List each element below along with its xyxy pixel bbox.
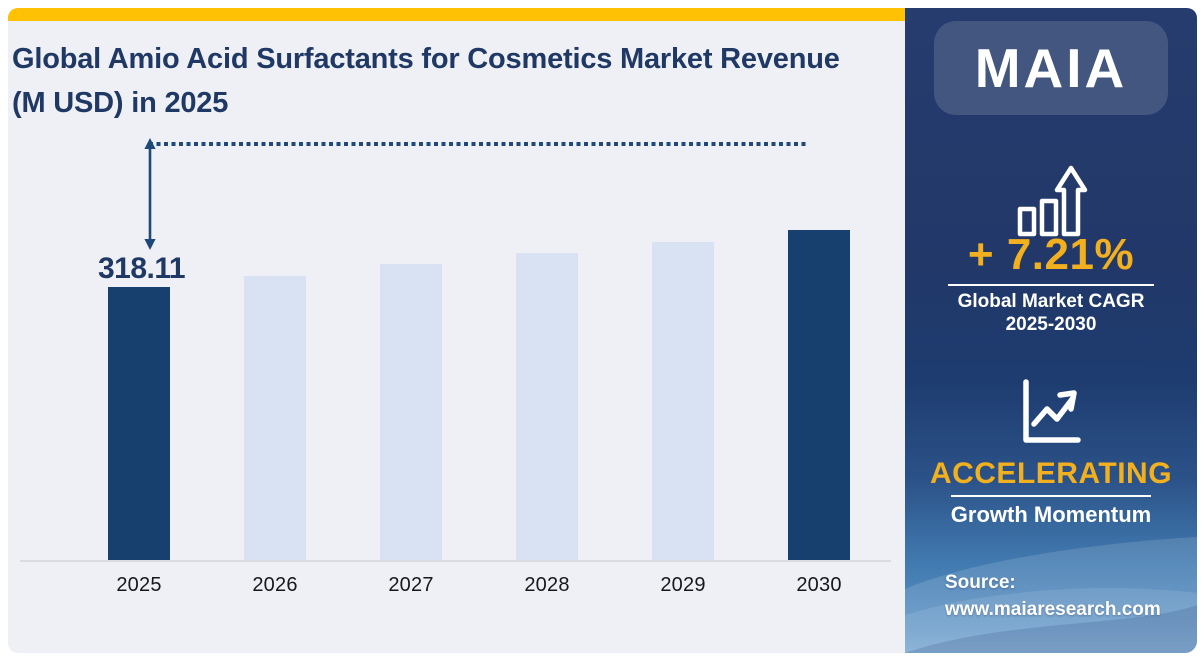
value-label-2025: 318.11 — [98, 252, 186, 285]
projection-dotted-line — [149, 142, 808, 146]
x-axis-label-2025: 2025 — [116, 574, 162, 596]
infographic-card: Global Amio Acid Surfactants for Cosmeti… — [8, 8, 1197, 653]
x-axis-label-2027: 2027 — [388, 574, 434, 596]
divider — [951, 495, 1151, 497]
bar-2029 — [652, 242, 714, 560]
chart-panel: Global Amio Acid Surfactants for Cosmeti… — [8, 8, 905, 653]
momentum-caption: Growth Momentum — [950, 502, 1152, 527]
cagr-caption-line2: 2025-2030 — [1005, 314, 1097, 335]
cagr-value: + 7.21% — [967, 230, 1135, 279]
line-chart-icon — [1023, 379, 1081, 443]
maia-logo: MAIA — [934, 21, 1168, 115]
bar-2030 — [788, 230, 850, 560]
divider — [948, 284, 1154, 286]
maia-logo-text: MAIA — [974, 37, 1128, 99]
bar-2026 — [244, 276, 306, 560]
x-axis-line — [20, 560, 891, 562]
growth-bars-arrow-icon — [1017, 165, 1088, 237]
growth-range-arrow-icon — [144, 138, 156, 250]
bar-2027 — [380, 264, 442, 560]
x-axis-label-2026: 2026 — [252, 574, 298, 596]
x-axis-label-2030: 2030 — [796, 574, 842, 596]
source-url: www.maiaresearch.com — [945, 598, 1161, 620]
bar-2028 — [516, 253, 578, 560]
cagr-caption-line1: Global Market CAGR — [957, 291, 1145, 312]
bar-2025 — [108, 287, 170, 560]
source-label: Source: — [945, 572, 1016, 593]
x-axis-label-2029: 2029 — [660, 574, 706, 596]
bar-plot: 318.11 2025 2026 2027 2028 2029 2030 — [8, 8, 905, 653]
momentum-value: ACCELERATING — [929, 457, 1173, 490]
accent-bar — [8, 8, 905, 21]
chart-title: Global Amio Acid Surfactants for Cosmeti… — [12, 43, 840, 119]
source-block: Source: www.maiaresearch.com — [945, 570, 1161, 623]
sidebar: MAIA + 7.21% Global Market CAGR 2025-203… — [905, 8, 1197, 653]
x-axis-label-2028: 2028 — [524, 574, 570, 596]
